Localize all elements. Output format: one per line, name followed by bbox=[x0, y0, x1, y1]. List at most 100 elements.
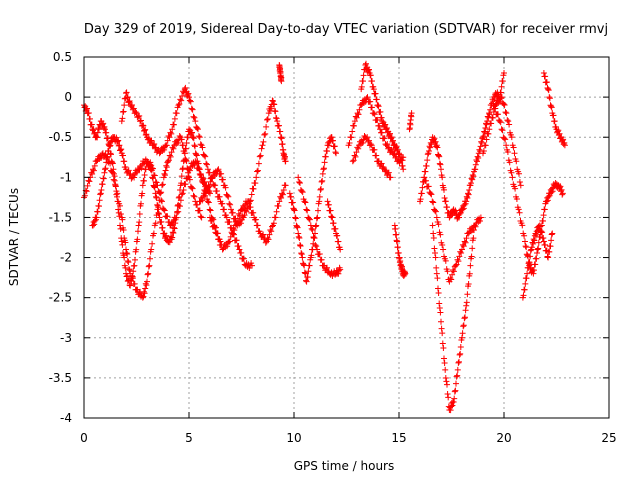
data-point bbox=[501, 135, 508, 142]
data-point bbox=[140, 293, 147, 300]
data-point bbox=[171, 115, 178, 122]
data-point bbox=[486, 111, 493, 118]
data-point bbox=[305, 268, 312, 275]
data-point bbox=[316, 198, 323, 205]
data-point bbox=[179, 190, 186, 197]
data-point bbox=[170, 145, 177, 152]
series-sat-q bbox=[429, 222, 478, 414]
data-point bbox=[337, 266, 344, 273]
data-point bbox=[486, 126, 493, 133]
data-point bbox=[202, 190, 209, 197]
data-point bbox=[480, 133, 487, 140]
data-point bbox=[527, 253, 534, 260]
data-point bbox=[349, 158, 356, 165]
data-point bbox=[450, 398, 457, 405]
data-point bbox=[190, 134, 197, 141]
data-point bbox=[235, 210, 242, 217]
data-point bbox=[332, 225, 339, 232]
data-point bbox=[131, 280, 138, 287]
data-point bbox=[207, 214, 213, 221]
data-point bbox=[93, 133, 99, 140]
data-point bbox=[461, 315, 468, 322]
data-point bbox=[90, 126, 97, 133]
chart-title: Day 329 of 2019, Sidereal Day-to-day VTE… bbox=[84, 22, 608, 37]
data-point bbox=[120, 108, 127, 115]
data-point bbox=[369, 78, 375, 85]
data-point bbox=[245, 198, 252, 205]
data-point bbox=[84, 105, 90, 112]
data-point bbox=[139, 190, 146, 197]
data-point bbox=[540, 70, 547, 77]
data-point bbox=[223, 214, 230, 221]
data-point bbox=[453, 261, 460, 268]
data-point bbox=[219, 176, 226, 183]
data-point bbox=[292, 215, 299, 222]
data-point bbox=[352, 153, 359, 160]
x-tick-label: 25 bbox=[601, 431, 616, 445]
data-point bbox=[551, 118, 558, 125]
data-point bbox=[236, 212, 243, 219]
data-point bbox=[366, 137, 372, 144]
data-point bbox=[99, 181, 106, 188]
data-point bbox=[480, 148, 487, 155]
data-point bbox=[178, 180, 185, 187]
data-points bbox=[81, 60, 568, 414]
data-point bbox=[450, 267, 456, 274]
data-point bbox=[432, 208, 439, 215]
data-point bbox=[139, 122, 146, 129]
data-point bbox=[483, 136, 490, 143]
data-point bbox=[477, 217, 483, 224]
data-point bbox=[498, 89, 504, 96]
data-point bbox=[432, 254, 439, 261]
data-point bbox=[186, 97, 193, 104]
data-point bbox=[135, 222, 142, 229]
data-point bbox=[141, 288, 147, 295]
data-point bbox=[279, 191, 286, 198]
data-point bbox=[267, 226, 274, 233]
data-point bbox=[530, 236, 537, 243]
data-point bbox=[318, 178, 325, 185]
data-point bbox=[260, 138, 267, 145]
data-point bbox=[351, 152, 358, 159]
data-point bbox=[85, 110, 92, 117]
data-point bbox=[179, 166, 186, 173]
series-sat-r bbox=[421, 174, 484, 285]
data-point bbox=[448, 403, 455, 410]
data-point bbox=[435, 285, 441, 292]
data-point bbox=[304, 207, 311, 214]
data-point bbox=[261, 131, 268, 138]
data-point bbox=[444, 204, 450, 211]
data-point bbox=[368, 142, 375, 149]
data-point bbox=[350, 157, 357, 164]
data-point bbox=[154, 182, 161, 189]
data-point bbox=[221, 206, 228, 213]
data-point bbox=[200, 180, 207, 187]
data-point bbox=[522, 238, 528, 245]
data-point bbox=[325, 142, 332, 149]
plot-frame bbox=[83, 56, 610, 419]
data-point bbox=[233, 237, 240, 244]
data-point bbox=[101, 169, 108, 176]
data-point bbox=[454, 256, 461, 263]
data-point bbox=[318, 256, 325, 263]
data-point bbox=[452, 262, 459, 269]
data-point bbox=[330, 220, 337, 227]
data-point bbox=[453, 373, 460, 380]
data-point bbox=[464, 291, 471, 298]
data-point bbox=[123, 273, 130, 280]
data-point bbox=[206, 183, 213, 190]
data-point bbox=[351, 122, 357, 129]
series-sat-f bbox=[207, 182, 289, 253]
data-point bbox=[506, 159, 513, 166]
data-point bbox=[229, 209, 236, 216]
data-point bbox=[502, 136, 509, 143]
data-point bbox=[111, 177, 118, 184]
data-point bbox=[326, 138, 333, 145]
data-point bbox=[549, 188, 556, 195]
data-point bbox=[437, 161, 444, 168]
data-point bbox=[370, 110, 377, 117]
data-point bbox=[141, 290, 148, 297]
data-point bbox=[144, 278, 150, 285]
data-point bbox=[463, 302, 470, 309]
data-point bbox=[542, 241, 549, 248]
